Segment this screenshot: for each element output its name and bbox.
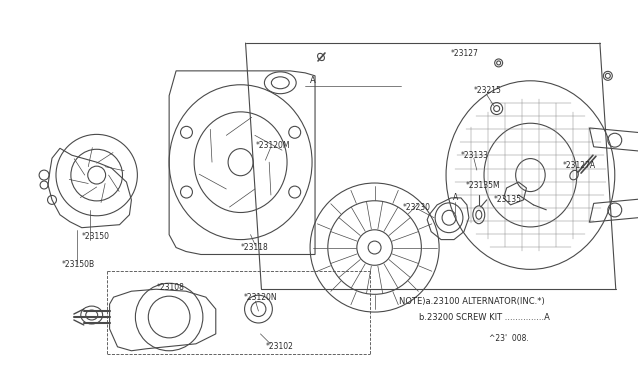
Text: A: A [310,76,316,85]
Text: *23108: *23108 [156,283,184,292]
Text: *23127A: *23127A [563,161,596,170]
Text: *23150B: *23150B [62,260,95,269]
Text: *23120N: *23120N [244,293,277,302]
Text: b.23200 SCREW KIT ...............A: b.23200 SCREW KIT ...............A [419,312,550,321]
Text: NOTE)a.23100 ALTERNATOR(INC.*): NOTE)a.23100 ALTERNATOR(INC.*) [399,296,545,306]
Text: *23118: *23118 [241,243,268,252]
Text: ^23'  008.: ^23' 008. [489,334,529,343]
Text: *23135M: *23135M [466,180,500,189]
Text: *23120M: *23120M [255,141,290,150]
Text: *23133: *23133 [461,151,489,160]
Text: A: A [453,193,458,202]
Text: *23102: *23102 [266,342,293,351]
Text: *23135: *23135 [493,195,522,204]
Text: *23230: *23230 [403,203,430,212]
Text: *23150: *23150 [82,232,110,241]
Text: *23127: *23127 [451,48,479,58]
Text: *23215: *23215 [474,86,502,95]
